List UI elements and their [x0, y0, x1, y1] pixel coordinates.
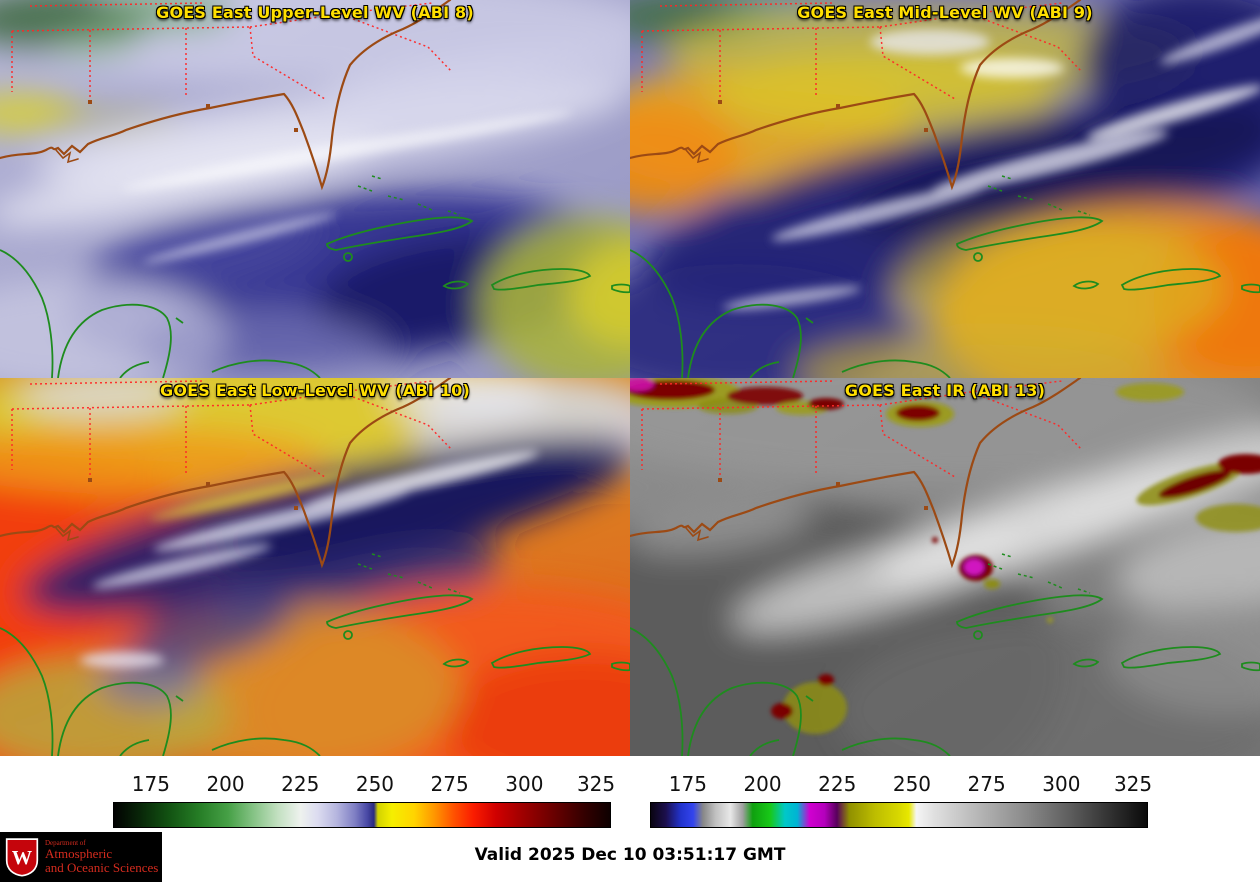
tick-label: 250: [892, 772, 932, 796]
ir-colorbar-ticks: 175 200 225 250 275 300 325: [650, 772, 1152, 796]
valid-timestamp: Valid 2025 Dec 10 03:51:17 GMT: [474, 845, 786, 865]
tick-label: 300: [1042, 772, 1081, 796]
tick-label: 275: [430, 772, 469, 796]
cloud-streaks: [722, 12, 1260, 310]
ir-colorbar: [650, 802, 1148, 828]
logo-line-2: and Oceanic Sciences: [45, 859, 159, 875]
cloud-streaks: [80, 451, 539, 668]
upper-wv-satellite-image: [0, 0, 630, 378]
tick-label: 275: [967, 772, 1006, 796]
colorbar-row: 175 200 225 250 275 300 325 175 200 225 …: [0, 756, 1260, 832]
tick-label: 300: [505, 772, 544, 796]
ir-satellite-image: [630, 378, 1260, 756]
logo-dept-label: Department of: [45, 838, 86, 847]
panel-low-level-wv: GOES East Low-Level WV (ABI 10): [0, 378, 630, 756]
logo-text: Department of Atmospheric and Oceanic Sc…: [45, 838, 159, 875]
tick-label: 225: [281, 772, 320, 796]
panel-ir: GOES East IR (ABI 13): [630, 378, 1260, 756]
uw-crest-icon: W: [5, 838, 39, 877]
wv-moisture-field: [0, 0, 630, 378]
footer: W Department of Atmospheric and Oceanic …: [0, 832, 1260, 882]
tick-label: 325: [576, 772, 616, 796]
tick-label: 175: [131, 772, 170, 796]
tick-label: 325: [1113, 772, 1153, 796]
cirrus-streaks: [122, 111, 573, 263]
tick-label: 175: [668, 772, 707, 796]
tick-label: 225: [818, 772, 857, 796]
enhanced-cold-cloud-tops: [630, 378, 1260, 734]
panel-upper-level-wv: GOES East Upper-Level WV (ABI 8): [0, 0, 630, 378]
low-wv-satellite-image: [0, 378, 630, 756]
tick-label: 200: [206, 772, 245, 796]
wv-colorbar: [113, 802, 611, 828]
logo-line-1: Atmospheric: [45, 846, 113, 862]
crest-letter: W: [12, 847, 33, 869]
mid-wv-satellite-image: [630, 0, 1260, 378]
wv-colorbar-ticks: 175 200 225 250 275 300 325: [113, 772, 615, 796]
wv-moisture-field: [630, 0, 1260, 378]
panel-mid-level-wv: GOES East Mid-Level WV (ABI 9): [630, 0, 1260, 378]
satellite-quad-grid: GOES East Upper-Level WV (ABI 8): [0, 0, 1260, 756]
ir-cloud-field: [630, 378, 1260, 756]
tick-label: 200: [743, 772, 782, 796]
tick-label: 250: [355, 772, 395, 796]
uw-aos-logo: W Department of Atmospheric and Oceanic …: [0, 832, 162, 882]
